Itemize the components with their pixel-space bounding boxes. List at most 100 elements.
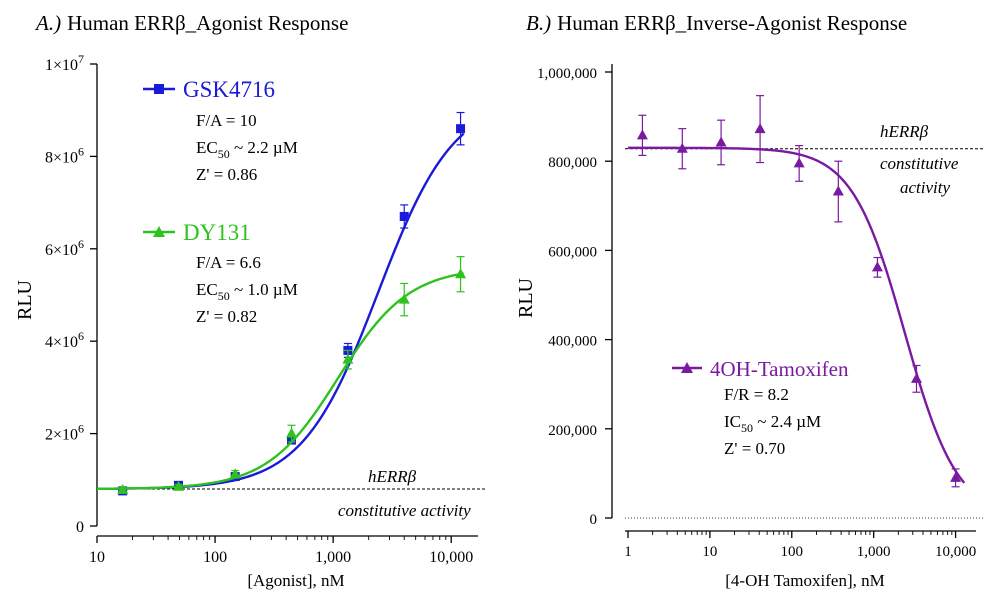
data-point [871,261,883,272]
y-tick-mantissa: 0 [76,519,84,536]
panel-a-baseline-label-2: constitutive activity [338,501,471,520]
panel-b-series [628,95,966,488]
y-tick-label: 6×106 [45,237,84,259]
data-point [715,136,727,147]
data-point [455,268,467,279]
panel-a-series [96,111,467,496]
y-tick-exponent: 6 [78,237,84,251]
stat-value: 6.6 [240,253,261,272]
x-tick-label: 10 [89,549,105,566]
data-point [117,483,129,494]
panel-a-title-prefix: A.) [34,11,61,35]
y-tick-exponent: 6 [78,329,84,343]
y-tick-mantissa: 1×10 [45,57,78,74]
stat-line: Z' = 0.86 [196,165,257,184]
panel-a: A.) Human ERRβ_Agonist Response 02×1064×1… [14,11,487,590]
panel-a-title: A.) Human ERRβ_Agonist Response [34,11,348,35]
stat-value: 0.86 [228,165,258,184]
fit-curve [96,272,464,490]
data-point [172,480,184,491]
legend-dy131-triangle-marker [153,226,165,237]
fit-curve [628,146,966,484]
data-point [950,471,962,482]
panel-a-x-label: [Agonist], nM [247,571,344,590]
data-point [398,293,410,304]
data-point [911,372,923,383]
panel-b-baseline-label-1: hERRβ [880,122,929,141]
x-tick-label: 1,000 [315,549,351,566]
y-tick-exponent: 7 [78,52,84,66]
y-tick-label: 4×106 [45,329,84,351]
data-point [832,185,844,196]
x-tick-label: 1,000 [857,544,891,560]
y-tick-mantissa: 8×10 [45,149,78,166]
stat-value: ~ 1.0 µM [230,280,298,299]
y-tick-label: 400,000 [548,334,597,350]
data-point [342,353,354,364]
stat-value: 0.70 [756,439,786,458]
stat-value: ~ 2.4 µM [753,412,821,431]
stat-key: F/A = [196,111,240,130]
y-tick-mantissa: 4×10 [45,334,78,351]
data-point [456,124,466,134]
y-tick-label: 1,000,000 [537,66,597,82]
y-tick-label: 600,000 [548,244,597,260]
stat-line: Z' = 0.70 [724,439,785,458]
x-tick-label: 10 [702,544,717,560]
panel-b-x-label: [4-OH Tamoxifen], nM [725,571,885,590]
legend-tamoxifen-triangle-marker [681,362,693,373]
x-tick-label: 100 [203,549,227,566]
data-point [286,427,298,438]
panel-b-title-text: Human ERRβ_Inverse-Agonist Response [557,11,907,35]
stat-subscript: 50 [218,147,230,161]
stat-line: Z' = 0.82 [196,307,257,326]
stat-key: Z' = [196,307,228,326]
legend-dy131: DY131 [143,220,251,245]
y-tick-label: 2×106 [45,422,84,444]
panel-a-title-text: Human ERRβ_Agonist Response [67,11,348,35]
stat-key: Z' = [724,439,756,458]
tamoxifen-stats: F/R = 8.2 IC50 ~ 2.4 µM Z' = 0.70 [724,385,821,458]
fit-curve [96,132,465,490]
x-tick-label: 10,000 [935,544,976,560]
panel-a-baseline-label-1: hERRβ [368,467,417,486]
panel-b-y-label: RLU [515,277,537,318]
legend-gsk4716: GSK4716 [143,77,275,102]
legend-tamoxifen-label: 4OH-Tamoxifen [710,357,849,381]
dy131-stats: F/A = 6.6 EC50 ~ 1.0 µM Z' = 0.82 [196,253,298,326]
y-tick-mantissa: 6×10 [45,242,78,259]
panel-b: B.) Human ERRβ_Inverse-Agonist Response 0… [515,11,985,590]
panel-b-y-ticks: 0 200,000 400,000 600,000 800,000 1,000,000 [537,66,612,528]
y-tick-label: 1×107 [45,52,84,74]
stat-line: IC50 ~ 2.4 µM [724,412,821,435]
series-gsk4716 [96,111,466,496]
y-tick-label: 200,000 [548,423,597,439]
series-4oh-tamoxifen [628,95,966,488]
y-tick-label: 800,000 [548,155,597,171]
stat-key: F/A = [196,253,240,272]
panel-b-title-prefix: B.) [526,11,551,35]
stat-line: F/A = 10 [196,111,257,130]
data-point [399,211,409,221]
data-point [793,157,805,168]
legend-dy131-label: DY131 [183,220,251,245]
y-tick-label: 0 [76,519,84,536]
x-tick-label: 100 [781,544,804,560]
stat-line: EC50 ~ 1.0 µM [196,280,298,303]
stat-key: Z' = [196,165,228,184]
panel-a-x-ticks: 10 100 1,000 10,000 [89,536,473,566]
panel-b-baseline-label-2: constitutive [880,154,959,173]
panel-b-x-ticks: 1 10 100 1,000 10,000 [624,531,976,560]
y-tick-mantissa: 2×10 [45,427,78,444]
x-tick-label: 10,000 [429,549,473,566]
stat-key: EC [196,138,218,157]
stat-key: IC [724,412,741,431]
legend-gsk4716-label: GSK4716 [183,77,275,102]
y-tick-exponent: 6 [78,422,84,436]
stat-line: F/A = 6.6 [196,253,261,272]
stat-line: F/R = 8.2 [724,385,789,404]
y-tick-label: 8×106 [45,144,84,166]
